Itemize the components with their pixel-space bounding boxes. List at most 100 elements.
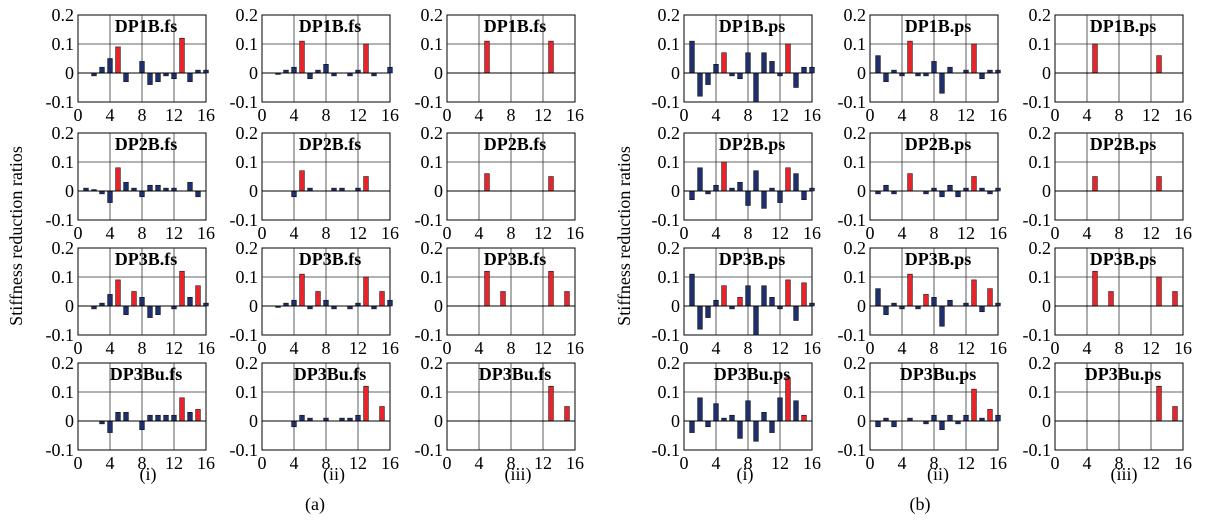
bar (883, 72, 889, 82)
y-tick-label: 0.2 (658, 123, 681, 143)
subplot-title: DP2B.fs (115, 134, 178, 154)
bar (809, 66, 815, 74)
y-tick-label: 0.1 (236, 382, 259, 402)
x-tick-label: 8 (138, 453, 147, 473)
x-tick-label: 16 (989, 453, 1007, 473)
y-tick-label: 0.2 (236, 123, 259, 143)
bar (1156, 276, 1162, 307)
bar (171, 414, 177, 422)
bar (323, 299, 329, 307)
x-tick-label: 0 (443, 223, 452, 243)
x-tick-label: 4 (898, 105, 907, 125)
column-caption-b-i: (i) (737, 464, 754, 485)
x-tick-label: 4 (106, 338, 115, 358)
bar (147, 184, 153, 192)
x-tick-label: 16 (989, 338, 1007, 358)
y-tick-label: 0.1 (1029, 267, 1052, 287)
bar (115, 167, 121, 192)
bar (987, 409, 993, 422)
y-tick-label: -0.1 (1023, 440, 1052, 460)
subplot-title: DP3Bu.ps (1085, 364, 1162, 384)
subplot-title: DP1B.ps (1090, 16, 1157, 36)
bar (745, 400, 751, 422)
y-tick-label: 0.2 (658, 353, 681, 373)
bar (777, 397, 783, 422)
y-tick-label: 0 (249, 181, 258, 201)
y-tick-label: 0 (671, 411, 680, 431)
y-tick-label: 0 (249, 63, 258, 83)
bar (195, 190, 201, 198)
bar (753, 305, 759, 336)
x-tick-label: 8 (507, 105, 516, 125)
y-tick-label: 0 (857, 411, 866, 431)
bar (801, 190, 807, 200)
bar (963, 414, 969, 422)
x-tick-label: 12 (957, 453, 975, 473)
x-tick-label: 12 (1142, 223, 1160, 243)
x-tick-label: 16 (803, 105, 821, 125)
y-tick-label: 0 (1042, 296, 1051, 316)
x-tick-label: 16 (989, 105, 1007, 125)
bar (721, 161, 727, 192)
subplot-title: DP1B.fs (299, 16, 362, 36)
bar (155, 414, 161, 422)
y-tick-label: 0.1 (844, 382, 867, 402)
bar (737, 72, 743, 80)
bar (875, 288, 881, 307)
bar (187, 182, 193, 192)
y-tick-label: 0.1 (236, 34, 259, 54)
y-tick-label: 0.1 (421, 152, 444, 172)
bar (147, 305, 153, 318)
x-tick-label: 4 (898, 338, 907, 358)
bar (745, 190, 751, 206)
x-tick-label: 4 (1083, 338, 1092, 358)
bar (947, 299, 953, 307)
y-tick-label: -0.1 (652, 92, 681, 112)
bar (387, 66, 393, 74)
bar (291, 299, 297, 307)
bar (995, 414, 1001, 422)
y-tick-label: 0 (857, 296, 866, 316)
y-tick-label: 0 (1042, 181, 1051, 201)
bar (387, 299, 393, 307)
subplot-title: DP3Bu.fs (479, 364, 552, 384)
subplot-title: DP2B.ps (1090, 134, 1157, 154)
x-tick-label: 16 (1174, 453, 1192, 473)
y-tick-label: 0.2 (52, 5, 75, 25)
y-tick-label: 0 (671, 181, 680, 201)
bar (761, 190, 767, 209)
x-tick-label: 8 (1115, 453, 1124, 473)
x-tick-label: 8 (138, 223, 147, 243)
y-tick-label: -0.1 (230, 440, 259, 460)
bar (705, 420, 711, 428)
y-tick-label: 0.1 (52, 34, 75, 54)
subplot-title: DP3B.fs (115, 249, 178, 269)
subplot-title: DP3B.fs (484, 249, 547, 269)
bar (769, 297, 775, 307)
x-tick-label: 16 (197, 453, 215, 473)
subplot-title: DP2B.ps (905, 134, 972, 154)
x-tick-label: 4 (475, 338, 484, 358)
y-tick-label: -0.1 (46, 210, 75, 230)
x-tick-label: 0 (680, 223, 689, 243)
y-tick-label: 0 (671, 63, 680, 83)
bar (379, 291, 385, 307)
y-tick-label: -0.1 (46, 325, 75, 345)
bar (484, 270, 490, 307)
y-tick-label: -0.1 (415, 440, 444, 460)
bar (955, 190, 961, 198)
bar (179, 37, 185, 74)
y-tick-label: 0 (857, 63, 866, 83)
y-tick-label: -0.1 (1023, 325, 1052, 345)
x-tick-label: 0 (258, 453, 267, 473)
x-tick-label: 16 (566, 338, 584, 358)
y-tick-label: 0.1 (658, 34, 681, 54)
y-tick-label: 0.1 (236, 267, 259, 287)
bar (123, 72, 129, 82)
y-tick-label: -0.1 (230, 210, 259, 230)
y-tick-label: 0.2 (52, 123, 75, 143)
x-tick-label: 12 (349, 105, 367, 125)
